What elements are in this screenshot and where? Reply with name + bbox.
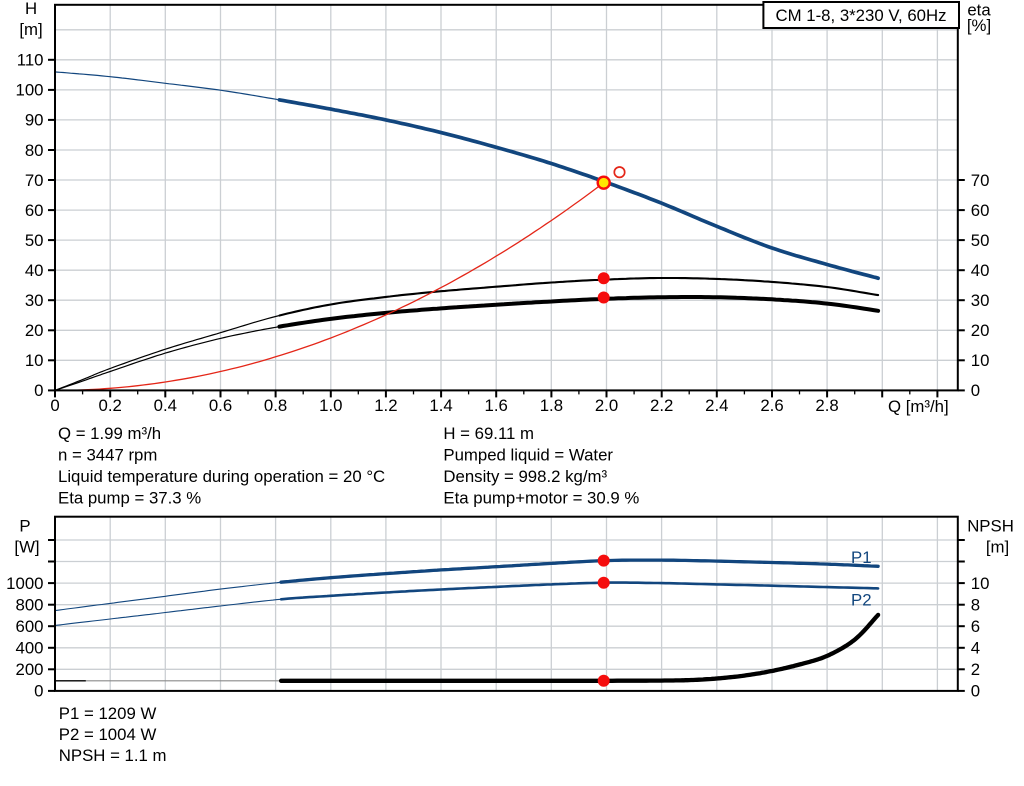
svg-text:Q [m³/h]: Q [m³/h] [888,397,949,416]
svg-text:800: 800 [16,596,44,615]
svg-text:NPSH: NPSH [967,517,1014,536]
svg-text:50: 50 [971,231,990,250]
svg-text:0: 0 [971,682,980,701]
svg-text:1.8: 1.8 [540,396,563,415]
svg-text:H = 69.11 m: H = 69.11 m [443,424,534,443]
svg-text:20: 20 [25,321,44,340]
svg-text:30: 30 [971,291,990,310]
svg-text:70: 70 [971,171,990,190]
svg-text:50: 50 [25,231,44,250]
svg-text:20: 20 [971,321,990,340]
svg-text:P: P [19,517,30,536]
svg-text:P2: P2 [851,591,872,610]
svg-text:10: 10 [25,351,44,370]
svg-text:2.0: 2.0 [595,396,618,415]
svg-text:6: 6 [971,617,980,636]
svg-text:n = 3447 rpm: n = 3447 rpm [58,446,157,465]
svg-text:P1 = 1209 W: P1 = 1209 W [59,704,157,723]
svg-text:0.2: 0.2 [99,396,122,415]
svg-text:2: 2 [971,660,980,679]
svg-text:110: 110 [17,51,44,70]
svg-text:60: 60 [25,201,44,220]
svg-text:4: 4 [971,639,980,658]
svg-text:[m]: [m] [986,538,1009,557]
svg-text:eta: eta [967,1,991,20]
svg-text:0: 0 [34,682,43,701]
svg-text:0.6: 0.6 [209,396,232,415]
svg-text:Q = 1.99 m³/h: Q = 1.99 m³/h [58,424,161,443]
svg-text:[%]: [%] [967,16,991,35]
svg-text:1.0: 1.0 [319,396,342,415]
svg-text:8: 8 [971,596,980,615]
svg-text:Density = 998.2 kg/m³: Density = 998.2 kg/m³ [443,467,607,486]
svg-text:0.8: 0.8 [264,396,287,415]
svg-text:2.8: 2.8 [815,396,838,415]
svg-text:2.2: 2.2 [650,396,673,415]
svg-text:1.4: 1.4 [429,396,452,415]
svg-text:400: 400 [16,639,44,658]
svg-text:NPSH = 1.1 m: NPSH = 1.1 m [59,746,167,765]
svg-text:1000: 1000 [6,574,43,593]
svg-text:[m]: [m] [19,20,42,39]
svg-text:P2 = 1004 W: P2 = 1004 W [59,725,157,744]
svg-text:0.4: 0.4 [154,396,177,415]
svg-text:CM 1-8, 3*230 V, 60Hz: CM 1-8, 3*230 V, 60Hz [775,6,946,25]
svg-text:10: 10 [971,574,990,593]
svg-text:90: 90 [25,111,44,130]
svg-text:P1: P1 [851,548,872,567]
svg-text:10: 10 [971,351,990,370]
svg-text:Liquid temperature during oper: Liquid temperature during operation = 20… [58,467,385,486]
svg-text:1.2: 1.2 [374,396,397,415]
svg-text:600: 600 [16,617,44,636]
svg-text:40: 40 [971,261,990,280]
svg-text:Eta pump+motor = 30.9 %: Eta pump+motor = 30.9 % [443,488,639,507]
svg-text:1.6: 1.6 [485,396,508,415]
svg-text:200: 200 [16,660,44,679]
svg-text:0: 0 [50,396,59,415]
svg-text:0: 0 [971,381,980,400]
svg-text:0: 0 [34,381,43,400]
svg-text:80: 80 [25,141,44,160]
svg-text:Pumped liquid = Water: Pumped liquid = Water [443,446,613,465]
svg-text:100: 100 [16,81,44,100]
svg-text:60: 60 [971,201,990,220]
svg-text:30: 30 [25,291,44,310]
svg-text:70: 70 [25,171,44,190]
svg-text:40: 40 [25,261,44,280]
svg-text:2.4: 2.4 [705,396,728,415]
svg-text:H: H [25,0,37,18]
svg-text:[W]: [W] [14,538,39,557]
svg-text:Eta pump = 37.3 %: Eta pump = 37.3 % [58,488,201,507]
svg-text:2.6: 2.6 [760,396,783,415]
